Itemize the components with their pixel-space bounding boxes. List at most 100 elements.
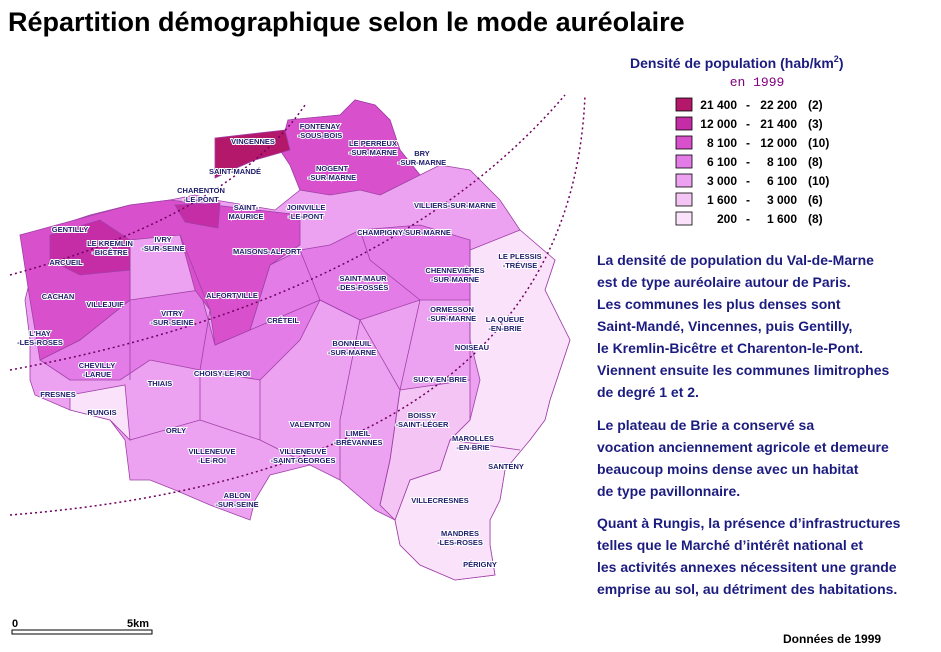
commune-label: SAINT-MAUR [339,274,387,283]
commune-label: CHARENTON [177,186,225,195]
legend-to: 6 100 [767,174,797,188]
commune-label: -SUR-MARNE [431,275,479,284]
legend-swatch [675,135,693,150]
legend-separator: - [746,174,750,188]
commune-label: -BICÊTRE [92,248,127,257]
legend-count: (8) [808,155,823,169]
commune-label: -SAINT-GEORGES [270,456,335,465]
commune-label: MAROLLES [452,434,494,443]
commune-label: LE KREMLIN [87,239,133,248]
commune-label: SANTENY [488,462,524,471]
commune-label: -LARUE [83,370,111,379]
commune-label: -SUR-MARNE [398,158,446,167]
commune-label: CHOISY-LE-ROI [194,369,250,378]
commune-label: MAISONS-ALFORT [233,247,301,256]
paragraph-line: vocation anciennement agricole et demeur… [597,439,889,455]
commune-label: -SAINT-LÉGER [396,420,450,429]
paragraph-line: Viennent ensuite les communes limitrophe… [597,362,889,378]
legend-title: Densité de population (hab/km2) [630,54,843,71]
ring [9,104,306,276]
commune-label: CHEVILLY [79,361,115,370]
commune-label: VITRY [161,309,183,318]
paragraph-line: La densité de population du Val-de-Marne [597,252,874,268]
legend-title-text: Densité de population (hab/km [630,55,834,71]
commune-label: SAINT-MANDÉ [209,167,261,176]
legend-count: (10) [808,174,829,188]
commune-label: RUNGIS [87,408,116,417]
legend-to: 3 000 [767,193,797,207]
legend-title-sup: 2 [834,54,839,64]
commune-labels: VINCENNES SAINT-MANDÉ FONTENAY-SOUS-BOIS LE… [16,121,543,570]
commune-label: -TRÉVISE [503,261,538,270]
paragraph-line: Le plateau de Brie a conservé sa [597,417,814,433]
legend-count: (8) [808,212,823,226]
legend-to: 8 100 [767,155,797,169]
legend-separator: - [746,155,750,169]
commune-label: PÉRIGNY [463,560,497,569]
legend-count: (10) [808,136,829,150]
legend-swatch [675,97,693,112]
commune-label: ORLY [166,426,186,435]
commune-label: ARCUEIL [49,258,83,267]
commune-label: -SUR-SEINE [215,500,258,509]
legend-swatch [675,192,693,207]
commune-label: L'HAY [29,329,51,338]
commune-label: VILLENEUVE [279,447,326,456]
legend-swatch [675,211,693,226]
commune-label: CACHAN [42,292,75,301]
border [129,229,521,506]
paragraph-line: telles que le Marché d’intérêt national … [597,537,863,553]
commune-label: BOISSY [408,411,436,420]
legend-subtitle: en 1999 [730,75,785,90]
commune-label: VILLECRESNES [411,496,469,505]
commune-label: BRY [414,149,430,158]
commune-label: -SUR-MARNE [308,173,356,182]
commune-label: MANDRES [441,529,479,538]
commune-label: VINCENNES [231,137,275,146]
legend-title-end: ) [839,55,844,71]
ring [9,94,566,371]
legend-to: 1 600 [767,212,797,226]
commune-label: SAINT- [234,203,259,212]
paragraph-line: emprise au sol, au détriment des habitat… [597,581,897,597]
commune-label: -LES-ROSES [437,538,483,547]
commune-label: -EN-BRIE [456,443,489,452]
rings [9,94,586,516]
paragraph-line: de type pavillonnaire. [597,483,740,499]
commune-label: -SUR-MARNE [328,348,376,357]
commune-label: LA QUEUE [486,315,524,324]
legend-swatch [675,154,693,169]
commune-label: ABLON [224,491,251,500]
commune-label: -SUR-MARNE [428,314,476,323]
commune-label: NOISEAU [455,343,489,352]
commune-label: -LE-ROI [198,456,226,465]
source: Données de 1999 [783,632,881,646]
paragraph-line: est de type auréolaire autour de Paris. [597,274,851,290]
paragraph-line: le Kremlin-Bicêtre et Charenton-le-Pont. [597,340,863,356]
legend-separator: - [746,193,750,207]
commune-label: NOGENT [316,164,349,173]
legend-from: 12 000 [700,117,737,131]
legend-to: 22 200 [760,98,797,112]
commentary: La densité de population du Val-de-Marne… [597,252,901,597]
commune-label: LE PLESSIS [498,252,541,261]
paragraph-line: beaucoup moins dense avec un habitat [597,461,859,477]
commune-label: LIMEIL [346,429,371,438]
zone [279,99,421,196]
scale-end: 5km [127,618,149,630]
commune-label: CHENNEVIÈRES [425,266,484,275]
commune-label: CHAMPIGNY-SUR-MARNE [357,228,451,237]
commune-label: VILLEJUIF [86,300,124,309]
commune-label: MAURICE [229,212,264,221]
legend-count: (6) [808,193,823,207]
legend-to: 12 000 [760,136,797,150]
legend-separator: - [746,212,750,226]
commune-label: LE PERREUX [349,139,397,148]
paragraph-line: les activités annexes nécessitent une gr… [597,559,897,575]
commune-label: -DES-FOSSÉS [338,283,389,292]
commune-label: -LE-PONT [183,195,219,204]
commune-label: -LES-ROSES [17,338,63,347]
borders [129,229,521,506]
legend-from: 8 100 [707,136,737,150]
